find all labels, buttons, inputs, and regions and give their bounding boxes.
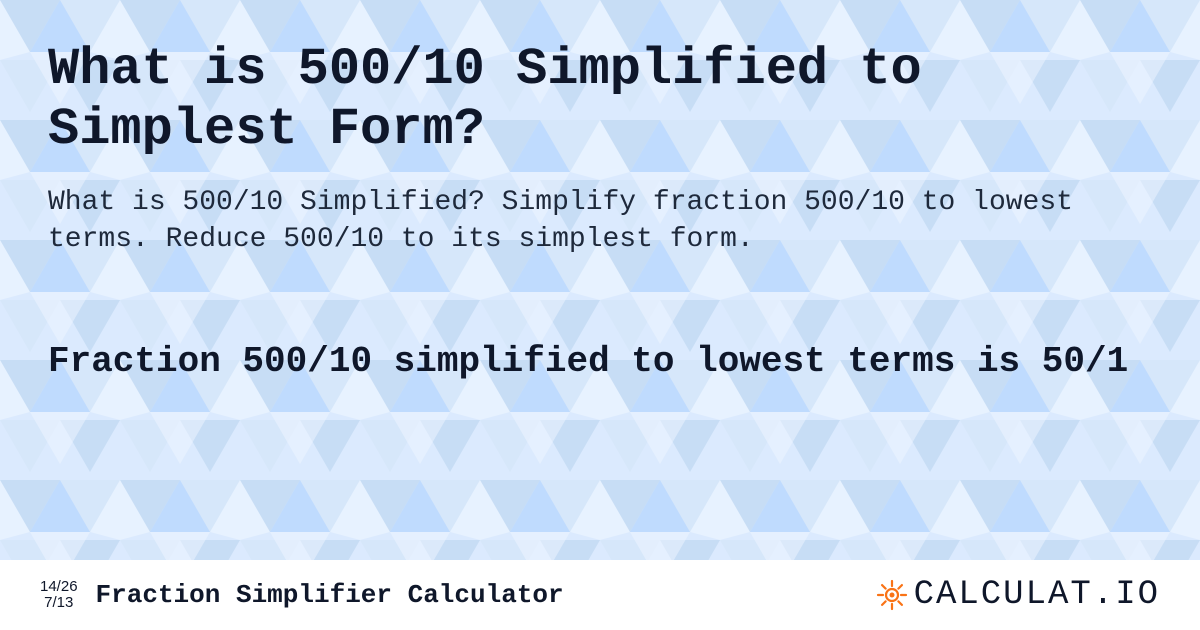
result-heading: Fraction 500/10 simplified to lowest ter…	[48, 339, 1152, 386]
brand-gear-icon	[874, 577, 910, 613]
fraction-icon-bottom: 7/13	[44, 595, 73, 612]
main-content: What is 500/10 Simplified to Simplest Fo…	[0, 0, 1200, 386]
brand-text: CALCULAT.IO	[914, 576, 1160, 614]
fraction-icon: 14/26 7/13	[40, 579, 78, 612]
page-description: What is 500/10 Simplified? Simplify frac…	[48, 184, 1152, 260]
fraction-icon-top: 14/26	[40, 579, 78, 596]
footer: 14/26 7/13 Fraction Simplifier Calculato…	[0, 560, 1200, 630]
footer-right: CALCULAT.IO	[874, 576, 1160, 614]
footer-label: Fraction Simplifier Calculator	[96, 580, 564, 610]
page-title: What is 500/10 Simplified to Simplest Fo…	[48, 40, 1152, 160]
footer-left: 14/26 7/13 Fraction Simplifier Calculato…	[40, 579, 564, 612]
